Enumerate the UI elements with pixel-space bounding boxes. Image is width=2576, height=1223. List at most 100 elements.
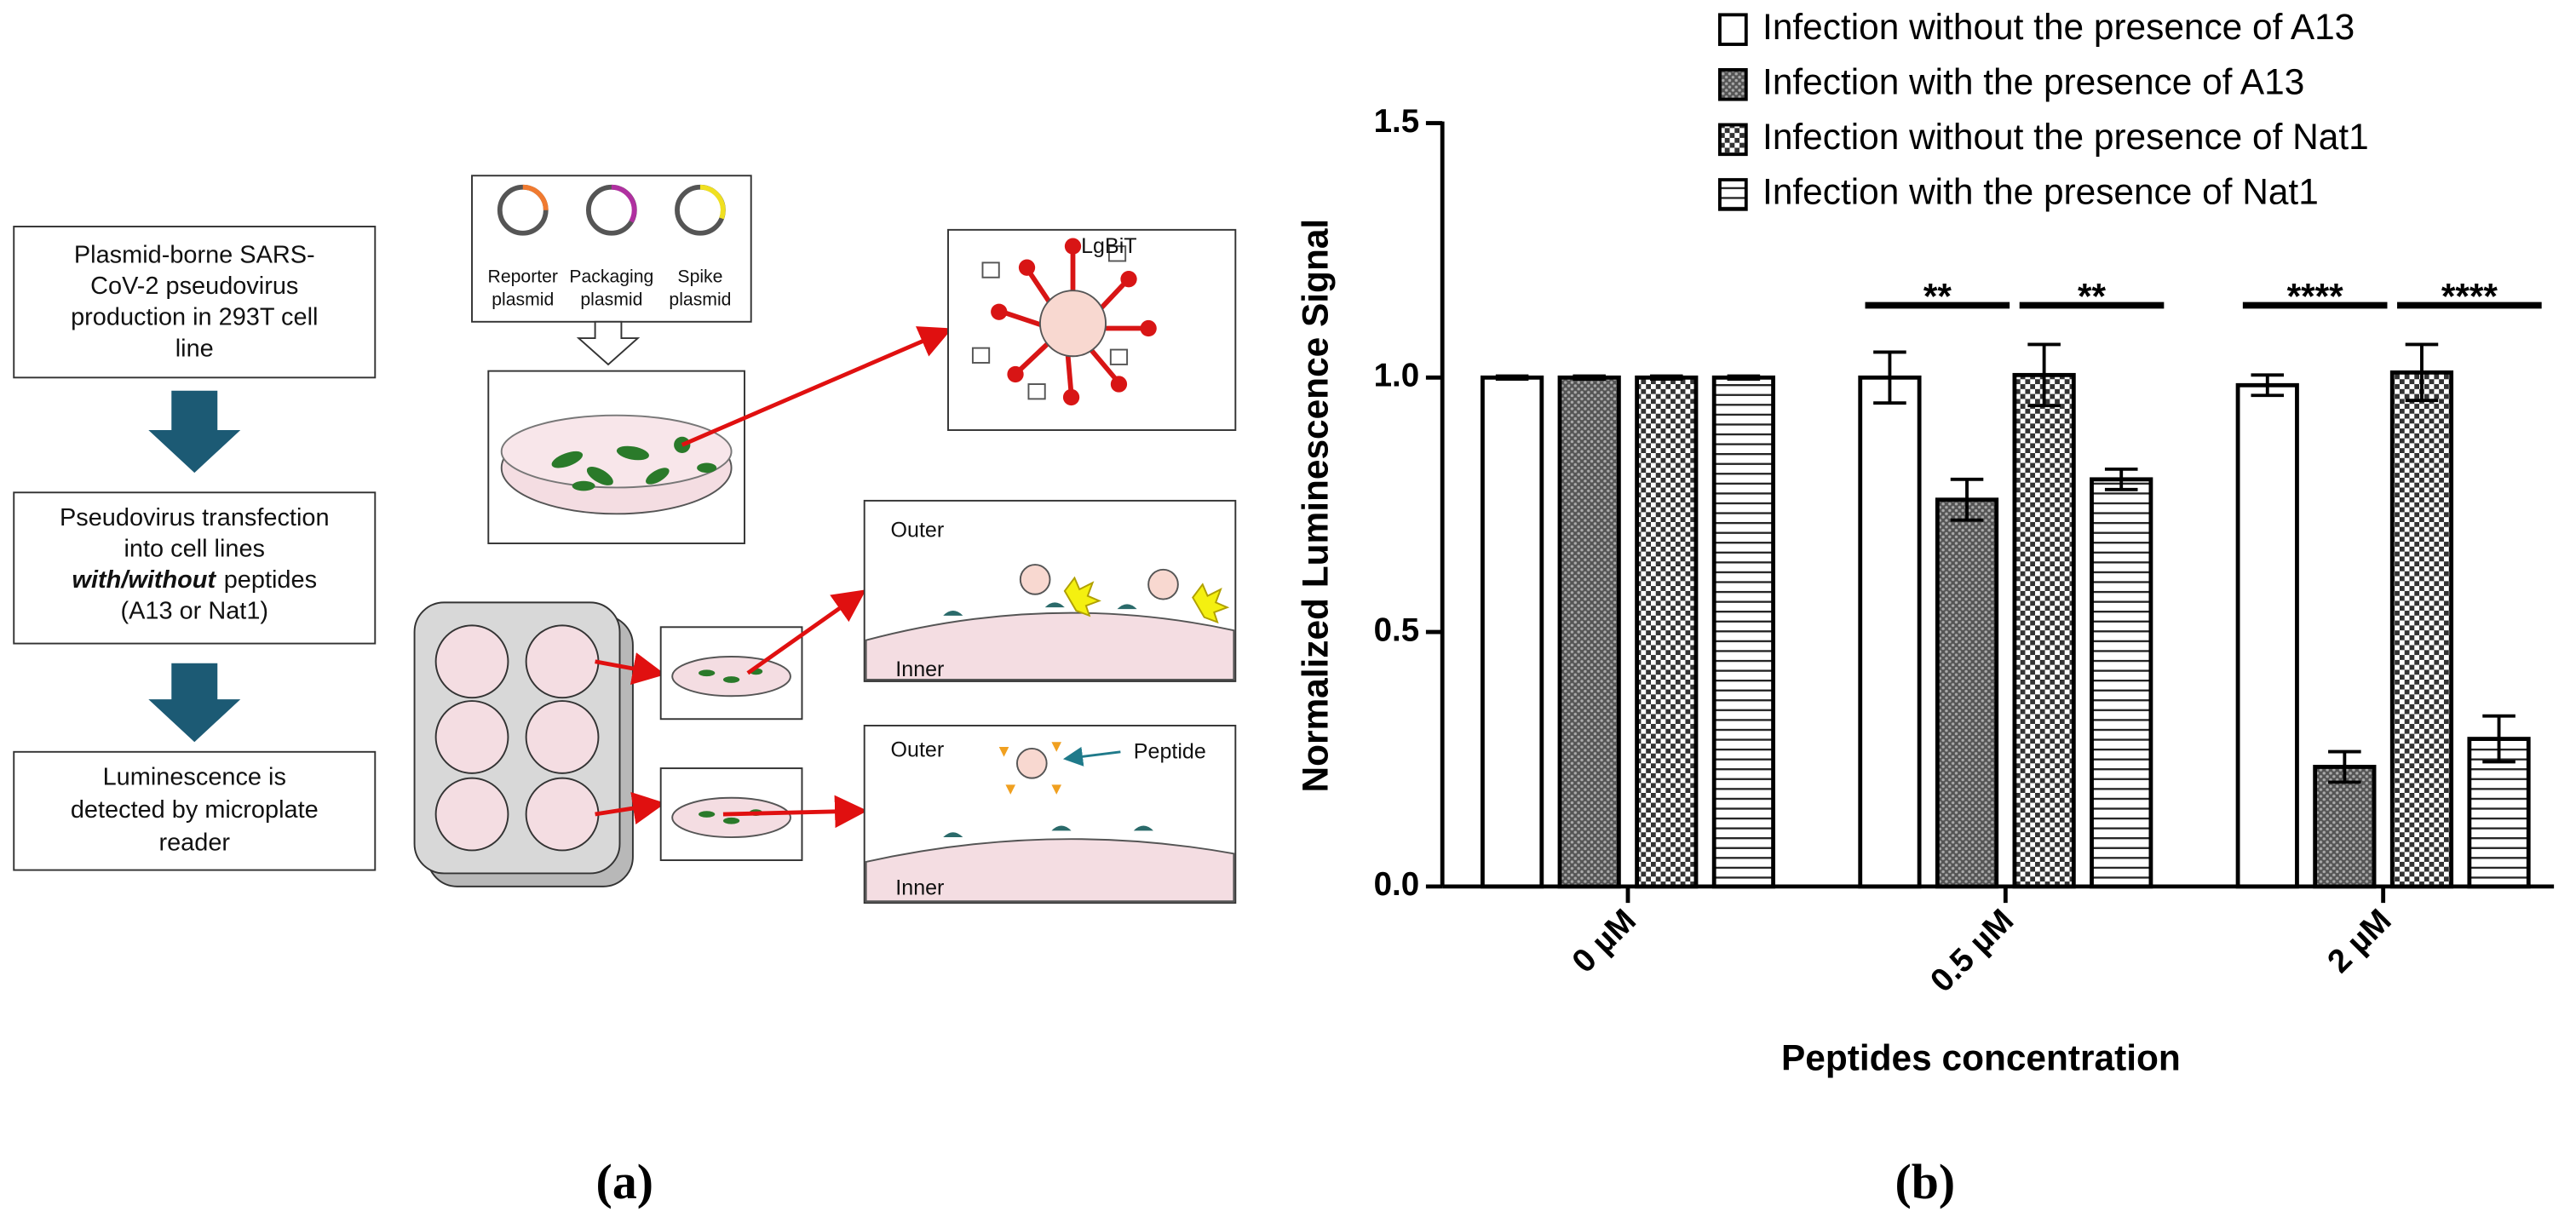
legend-label: Infection with the presence of Nat1 [1762, 172, 2319, 212]
diagram: Plasmid-borne SARS- CoV-2 pseudovirus prod… [13, 175, 1956, 1209]
error-bar [2482, 714, 2516, 764]
emphasis: with/without [72, 566, 217, 594]
panel-label: (b) [1895, 1154, 1956, 1209]
virion [1015, 747, 1048, 779]
legend-swatch [1718, 67, 1748, 101]
error-bar [2104, 467, 2138, 491]
error-bar [2328, 749, 2361, 784]
wells [434, 624, 600, 852]
error-bar [1650, 374, 1683, 382]
error-bar [2027, 342, 2061, 408]
bar [2012, 372, 2076, 889]
virion [1147, 568, 1179, 600]
red-arrow [746, 589, 866, 675]
spike-heads [991, 238, 1157, 406]
plasmid-box [471, 175, 752, 323]
error-bar [1573, 374, 1606, 382]
legend-label: Infection without the presence of Nat1 [1762, 117, 2369, 157]
step-line: line [175, 335, 214, 362]
lgbit-tags [971, 245, 1129, 400]
panel-label: (a) [596, 1154, 653, 1209]
bar [2235, 382, 2299, 889]
plasmid-label: Reporter [488, 267, 558, 287]
plasmid-label: Packaging [569, 267, 653, 287]
lgbit-label: LgBiT [1081, 234, 1136, 258]
x-tick-label: 2 µM [2320, 902, 2399, 980]
significance-label: **** [2441, 276, 2498, 316]
virion [1038, 290, 1107, 358]
plasmid-insert [699, 184, 726, 220]
pointer-arrow [1062, 746, 1121, 767]
legend-label: Infection without the presence of A13 [1762, 7, 2355, 47]
plasmid-insert [611, 184, 637, 223]
bar [2389, 370, 2454, 889]
error-bar [1727, 374, 1761, 382]
outer-label: Outer [891, 738, 945, 762]
bar [1935, 497, 1999, 889]
down-arrow [148, 663, 241, 743]
step-line: reader [158, 829, 230, 856]
step-line: Pseudovirus transfection [60, 504, 330, 531]
error-bar [2251, 373, 2285, 398]
hollow-arrow [576, 320, 641, 366]
plasmid-label: plasmid [492, 290, 554, 310]
red-arrow [595, 791, 666, 825]
peptides [998, 742, 1062, 795]
legend-swatch [1718, 13, 1748, 46]
step-line-rest: peptides [224, 566, 317, 594]
plasmid-insert [522, 184, 549, 210]
error-bar [1495, 374, 1529, 382]
down-arrow [148, 390, 241, 474]
red-arrow [722, 795, 868, 829]
peptide-label: Peptide [1134, 740, 1206, 764]
luminescence [1192, 583, 1230, 624]
receptors [943, 825, 1153, 838]
bar [1635, 375, 1699, 889]
step-line: Plasmid-borne SARS- [74, 241, 315, 268]
plasmid-labels: Reporter plasmid Packaging plasmid Spike plas… [488, 267, 732, 310]
y-axis-label: Normalized Luminescence Signal [1295, 219, 1335, 793]
step-line: production in 293T cell [71, 304, 318, 331]
step-line: with/without peptides [72, 566, 318, 594]
step-line: detected by microplate [71, 796, 319, 824]
dish-rim [500, 414, 733, 489]
error-bar [2405, 342, 2439, 403]
inner-label: Inner [895, 876, 944, 899]
receptors [943, 602, 1137, 616]
step-box [13, 226, 377, 379]
x-tick-label: 0 µM [1565, 902, 1643, 980]
y-tick-label: 0.5 [1374, 612, 1420, 648]
bar [1711, 375, 1775, 889]
legend-swatch [1718, 178, 1748, 211]
step-line: (A13 or Nat1) [121, 598, 269, 625]
cell-membrane [865, 612, 1235, 680]
cell-membrane [865, 838, 1235, 903]
significance-label: ** [1923, 276, 1952, 316]
inner-label: Inner [895, 657, 944, 681]
bar [1858, 375, 1922, 889]
step-line: CoV-2 pseudovirus [90, 273, 298, 300]
virion [1019, 564, 1051, 595]
step-text: Luminescence is detected by microplate rea… [71, 763, 319, 856]
y-tick-label: 0.0 [1374, 866, 1420, 903]
luminescence [1063, 576, 1101, 617]
legend-swatch [1718, 123, 1748, 157]
significance-label: ** [2078, 276, 2106, 316]
y-tick-label: 1.5 [1374, 103, 1420, 140]
red-arrow [595, 652, 666, 686]
error-bar [1950, 477, 1984, 522]
chart: Normalized Luminescence Signal Peptides … [1295, 7, 2555, 1078]
x-axis-label: Peptides concentration [1781, 1038, 2181, 1078]
x-tick-label: 0.5 µM [1923, 902, 2021, 999]
bar [1481, 375, 1544, 889]
legend-label: Infection with the presence of A13 [1762, 61, 2304, 101]
bar [2313, 765, 2377, 889]
y-tick-label: 1.0 [1374, 358, 1420, 394]
plasmid-label: plasmid [669, 290, 731, 310]
red-arrow [681, 326, 952, 447]
plasmid-label: Spike [677, 267, 722, 287]
step-text: Plasmid-borne SARS- CoV-2 pseudovirus prod… [71, 241, 318, 362]
step-line: into cell lines [124, 535, 266, 562]
